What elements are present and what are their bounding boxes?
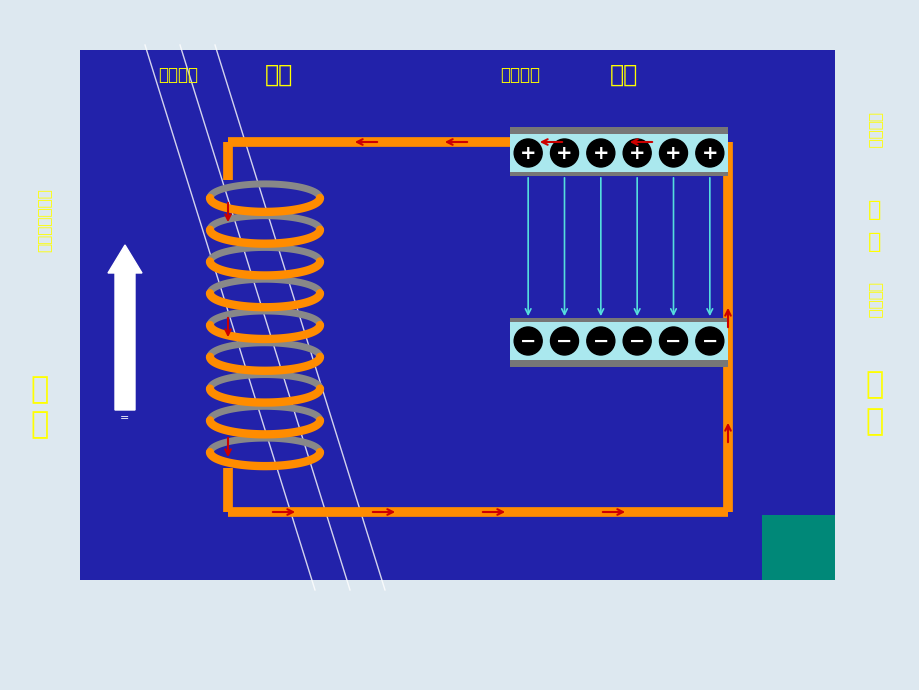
Circle shape: [695, 139, 723, 167]
Text: 增强: 增强: [265, 63, 293, 87]
Text: −: −: [519, 331, 536, 351]
Circle shape: [514, 327, 541, 355]
Bar: [509, 127, 727, 134]
Text: +: +: [592, 144, 608, 163]
Bar: [761, 515, 834, 580]
Text: 少: 少: [868, 232, 880, 252]
Circle shape: [586, 327, 614, 355]
Text: 电流正在: 电流正在: [499, 66, 539, 84]
Bar: [509, 322, 727, 360]
Text: 自感电动势正在: 自感电动势正在: [38, 188, 52, 252]
Text: 磁场正在: 磁场正在: [158, 66, 198, 84]
Text: +: +: [664, 144, 681, 163]
Bar: [509, 360, 727, 367]
Text: −: −: [701, 331, 717, 351]
Text: +: +: [701, 144, 718, 163]
Bar: [80, 50, 834, 580]
Text: 电场正在: 电场正在: [867, 282, 881, 318]
Circle shape: [622, 139, 651, 167]
Text: −: −: [592, 331, 608, 351]
Text: +: +: [556, 144, 573, 163]
Circle shape: [659, 139, 686, 167]
Circle shape: [586, 139, 614, 167]
Text: 减: 减: [865, 371, 883, 400]
Text: +: +: [629, 144, 645, 163]
Circle shape: [550, 139, 578, 167]
Text: +: +: [519, 144, 536, 163]
Bar: [509, 134, 727, 172]
Text: 弱: 弱: [865, 408, 883, 437]
Text: 增大: 增大: [609, 63, 638, 87]
Text: =: =: [120, 413, 130, 423]
Bar: [509, 172, 727, 176]
Circle shape: [659, 327, 686, 355]
Text: −: −: [629, 331, 644, 351]
Text: −: −: [664, 331, 681, 351]
Text: 小: 小: [31, 411, 49, 440]
Text: 减: 减: [868, 200, 880, 220]
FancyArrow shape: [108, 245, 142, 410]
Text: −: −: [556, 331, 572, 351]
Text: 电荷正在: 电荷正在: [867, 112, 881, 148]
Text: 减: 减: [31, 375, 49, 404]
Circle shape: [550, 327, 578, 355]
Circle shape: [622, 327, 651, 355]
Bar: [509, 318, 727, 322]
Circle shape: [695, 327, 723, 355]
Circle shape: [514, 139, 541, 167]
